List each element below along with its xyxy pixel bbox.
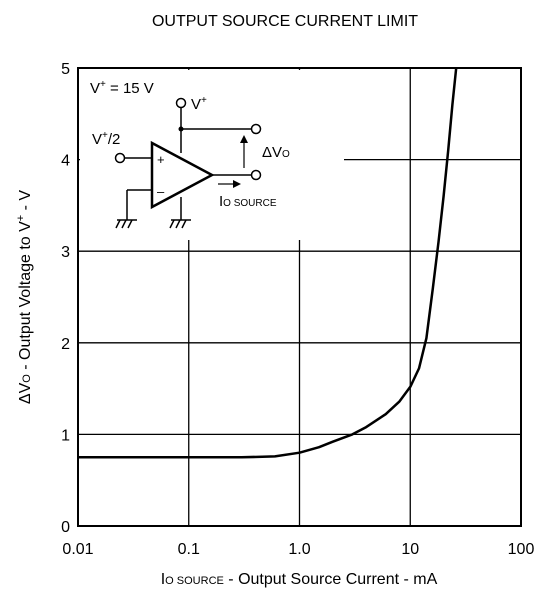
inset-supply-label: V+ = 15 V xyxy=(90,79,154,97)
rail-terminal xyxy=(177,99,186,108)
output-top-terminal xyxy=(252,125,261,134)
y-axis-label: ΔVO - Output Voltage to V+ - V xyxy=(15,190,34,405)
x-tick-label: 1.0 xyxy=(288,541,310,558)
y-tick-label: 2 xyxy=(61,336,70,353)
x-tick-label: 0.01 xyxy=(62,541,93,558)
x-tick-label: 10 xyxy=(401,541,419,558)
y-ticks: 0 1 2 3 4 5 xyxy=(61,61,70,536)
input-terminal xyxy=(116,154,125,163)
x-ticks: 0.01 0.1 1.0 10 100 xyxy=(62,541,534,558)
inset-schematic: V+ = 15 V V+ V+/2 + – ΔVO xyxy=(80,70,344,240)
y-tick-label: 0 xyxy=(61,519,70,536)
y-tick-label: 4 xyxy=(61,153,70,170)
output-bottom-terminal xyxy=(252,171,261,180)
y-tick-label: 1 xyxy=(61,427,70,444)
opamp-minus: – xyxy=(157,184,165,199)
x-axis-label: IO SOURCE - Output Source Current - mA xyxy=(161,571,438,588)
y-tick-label: 5 xyxy=(61,61,70,78)
x-tick-label: 100 xyxy=(508,541,535,558)
chart-title: OUTPUT SOURCE CURRENT LIMIT xyxy=(152,13,418,30)
opamp-plus: + xyxy=(157,152,165,167)
x-tick-label: 0.1 xyxy=(178,541,200,558)
y-tick-label: 3 xyxy=(61,244,70,261)
